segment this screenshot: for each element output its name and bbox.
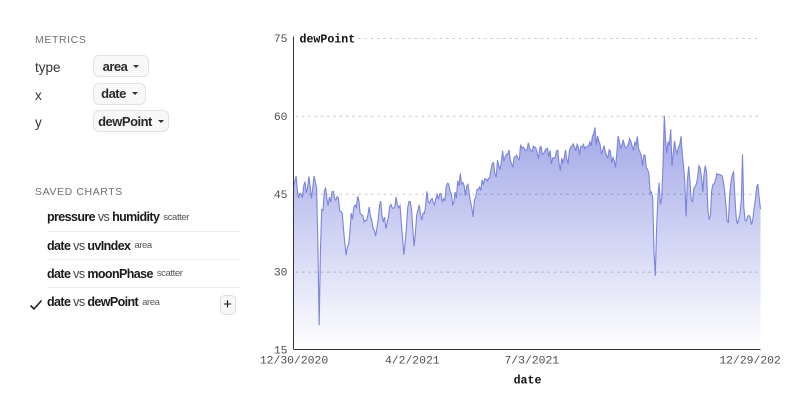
svg-text:75: 75 (274, 34, 288, 46)
svg-text:date: date (514, 375, 542, 388)
svg-text:12/30/2020: 12/30/2020 (260, 356, 329, 368)
svg-text:15: 15 (274, 346, 288, 358)
svg-text:dewPoint: dewPoint (300, 33, 356, 46)
svg-text:7/3/2021: 7/3/2021 (504, 356, 559, 368)
svg-text:60: 60 (274, 112, 288, 124)
svg-text:12/29/2021: 12/29/2021 (719, 356, 781, 368)
svg-text:4/2/2021: 4/2/2021 (385, 356, 440, 368)
svg-text:45: 45 (274, 190, 288, 202)
svg-text:30: 30 (274, 268, 288, 280)
